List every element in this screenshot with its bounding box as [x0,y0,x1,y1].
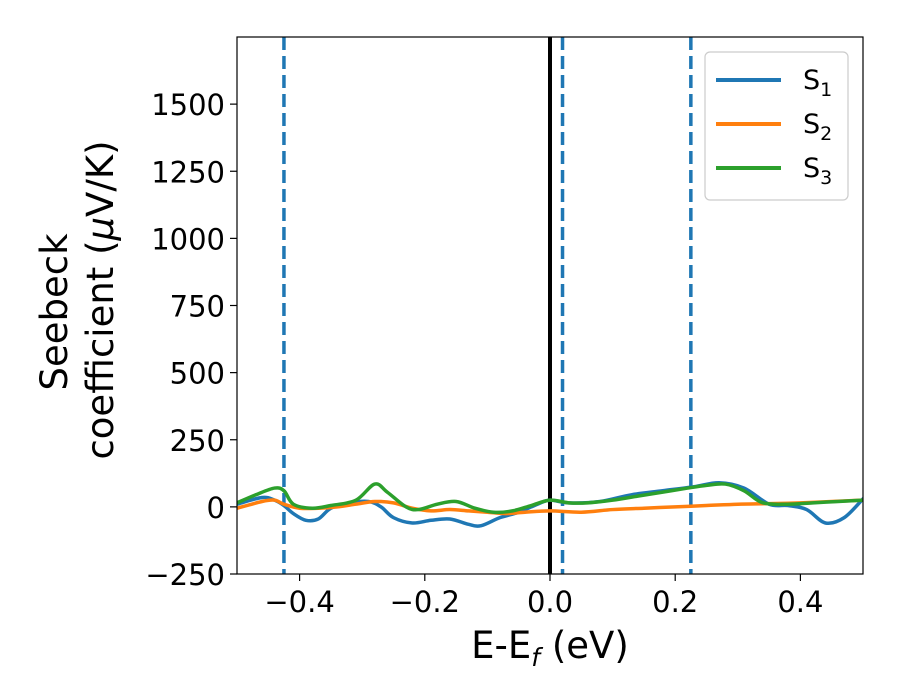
plot-frame [236,36,864,575]
x-tick-label: 0.2 [652,585,698,619]
x-tick-label: 0.0 [527,585,573,619]
legend-label-s1: S1 [803,65,832,101]
y-tick-label: 250 [170,424,225,458]
x-tick-label: 0.4 [777,585,823,619]
y-axis-title-line2: coefficient (μV/K) [79,140,122,459]
y-tick-label: 0 [207,491,225,525]
x-tick-label: −0.4 [264,585,334,619]
y-tick-label: 750 [170,290,225,324]
x-axis-title-main: E-E [471,624,531,667]
data-series [237,480,863,528]
y-tick-label: 1250 [151,155,225,189]
x-tick-label: −0.2 [390,585,460,619]
series-line-s3 [237,482,863,515]
legend-label-s2: S2 [803,109,832,145]
y-axis-title-unit: V/K) [79,140,122,216]
y-tick-label: −250 [145,558,225,592]
reference-lines [282,37,693,574]
y-tick-label: 1000 [151,222,225,256]
series-line-s1 [237,480,863,528]
y-axis-title-mu: μ [79,217,122,242]
x-axis-title: E-Ef (eV) [471,624,629,672]
y-axis-title-main: coefficient ( [79,240,122,459]
legend-label-s3: S3 [803,153,832,189]
y-tick-label: 1500 [151,88,225,122]
y-axis-title-line1: Seebeck [33,233,76,391]
legend: S1 S2 S3 [704,51,849,201]
y-tick-label: 500 [170,357,225,391]
x-axis-title-unit: (eV) [540,624,629,667]
axis-ticks: −0.4 −0.2 0.0 0.2 0.4 −250 0 250 500 750 1000 1250 1… [145,88,823,619]
